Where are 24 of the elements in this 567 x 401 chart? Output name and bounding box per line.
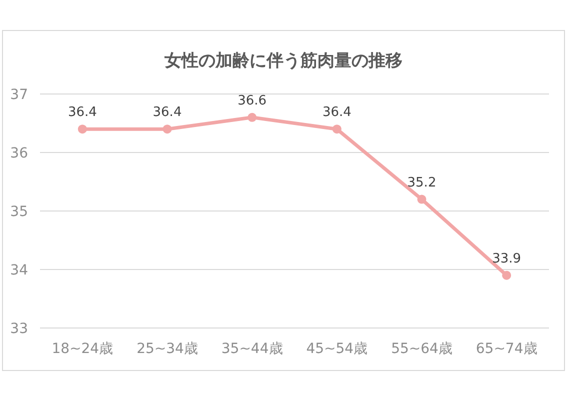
x-tick-label: 25~34歳 bbox=[136, 341, 198, 357]
data-label: 36.4 bbox=[322, 105, 352, 120]
x-tick-label: 35~44歳 bbox=[221, 341, 283, 357]
y-tick-label: 35 bbox=[10, 204, 28, 220]
point bbox=[162, 124, 172, 134]
data-label: 36.6 bbox=[238, 93, 267, 108]
y-tick-label: 33 bbox=[10, 321, 28, 337]
y-tick-label: 37 bbox=[10, 87, 28, 103]
point bbox=[502, 270, 512, 280]
point bbox=[417, 194, 426, 204]
data-label: 36.4 bbox=[68, 105, 97, 120]
data-label: 33.9 bbox=[492, 251, 522, 266]
data-label: 35.2 bbox=[407, 175, 436, 190]
point bbox=[78, 124, 87, 134]
x-tick-label: 65~74歳 bbox=[476, 341, 538, 357]
point bbox=[248, 112, 257, 122]
y-tick-label: 36 bbox=[10, 146, 28, 162]
y-tick-label: 34 bbox=[10, 262, 28, 278]
x-tick-label: 55~64歳 bbox=[391, 341, 452, 357]
x-tick-label: 18~24歳 bbox=[52, 341, 114, 357]
x-tick-label: 45~54歳 bbox=[306, 341, 368, 357]
data-label: 36.4 bbox=[152, 105, 182, 120]
point bbox=[332, 124, 342, 134]
chart-title: 女性の加齢に伴う筋肉量の推移 bbox=[164, 51, 402, 71]
